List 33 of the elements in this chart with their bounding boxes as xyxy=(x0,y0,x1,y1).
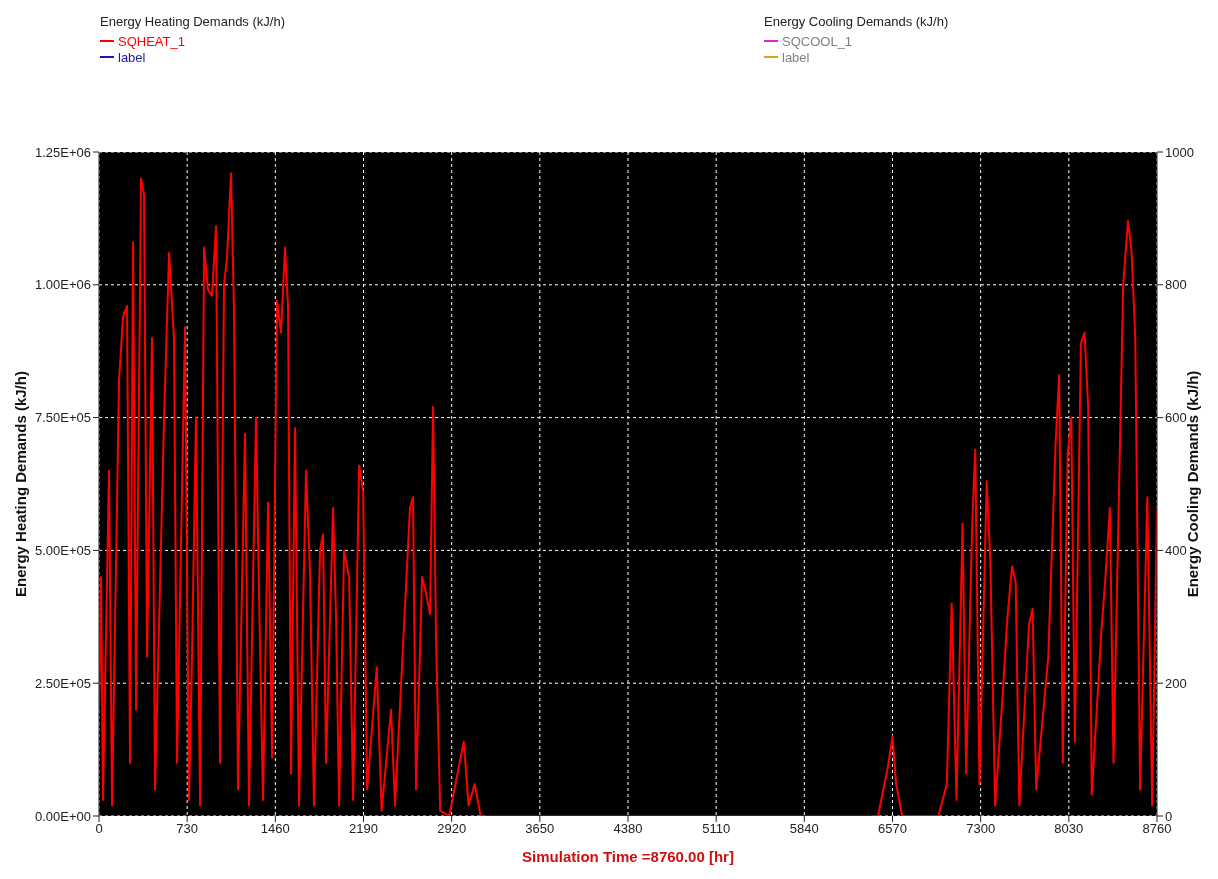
legend-label: label xyxy=(117,49,147,65)
x-tick-label: 6570 xyxy=(878,821,907,837)
legend-label: label xyxy=(781,49,811,65)
x-tick-label: 1460 xyxy=(260,821,290,837)
text: Energy Heating Demands (kJ/h) xyxy=(100,14,285,29)
x-tick-label: 8760 xyxy=(1142,821,1172,837)
x-tick-label: 5840 xyxy=(789,821,819,837)
x-tick-label: 8030 xyxy=(1054,821,1084,837)
y2-tick-label: 800 xyxy=(1165,277,1187,293)
x-tick-label: 5110 xyxy=(702,821,731,837)
y-tick-label: 5.00E+05 xyxy=(34,543,91,559)
y-tick-label: 1.00E+06 xyxy=(34,277,91,293)
x-tick-label: 3650 xyxy=(525,821,555,837)
y-axis-title: Energy Heating Demands (kJ/h) xyxy=(12,371,29,597)
y2-tick-label: 200 xyxy=(1165,675,1187,691)
y-tick-label: 2.50E+05 xyxy=(34,675,91,691)
y2-tick-label: 1000 xyxy=(1165,144,1194,160)
y2-tick-label: 400 xyxy=(1165,543,1187,559)
x-tick-label: 7300 xyxy=(966,821,996,837)
x-axis-title: Simulation Time =8760.00 [hr] xyxy=(522,848,734,865)
x-tick-label: 2190 xyxy=(349,821,378,837)
text: Energy Cooling Demands (kJ/h) xyxy=(764,14,949,29)
legend-label: SQCOOL_1 xyxy=(781,33,854,49)
y-tick-label: 7.50E+05 xyxy=(34,410,91,426)
y-tick-label: 0.00E+00 xyxy=(34,808,91,824)
x-tick-label: 4380 xyxy=(613,821,643,837)
y2-tick-label: 600 xyxy=(1165,410,1187,426)
y2-tick-label: 0 xyxy=(1165,808,1173,824)
legend-label: SQHEAT_1 xyxy=(117,33,186,49)
x-tick-label: 0 xyxy=(95,821,103,837)
y-tick-label: 1.25E+06 xyxy=(34,144,91,160)
x-tick-label: 2920 xyxy=(437,821,467,837)
x-tick-label: 730 xyxy=(176,821,199,837)
